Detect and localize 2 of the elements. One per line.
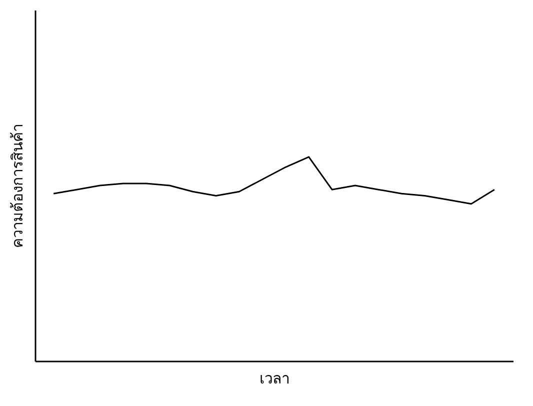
y-axis-title: ความต้องการสินค้า	[8, 124, 26, 248]
x-axis-title: เวลา	[260, 370, 290, 388]
